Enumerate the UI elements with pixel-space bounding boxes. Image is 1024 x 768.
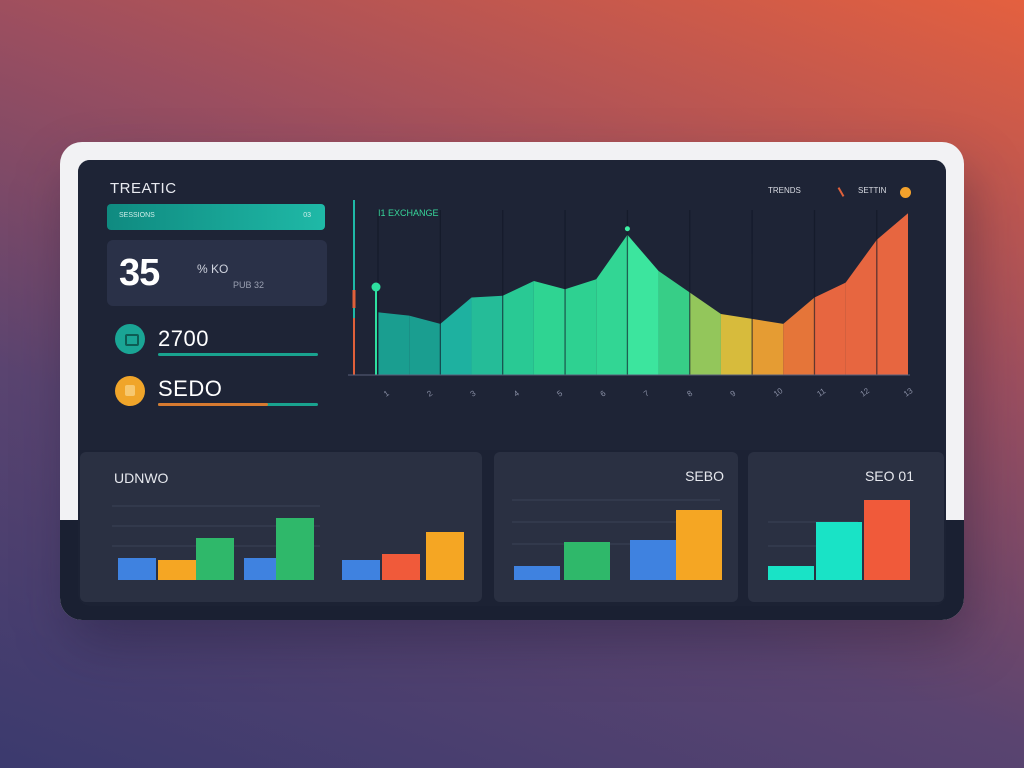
bar [768,566,814,580]
area-segment [596,234,628,375]
x-tick-label: 2 [425,388,434,398]
panel-seo01: SEO 01 [748,452,944,602]
x-tick-label: 11 [815,386,827,398]
area-segment [752,318,784,375]
area-segment [720,313,753,375]
area-segment [533,280,566,375]
stat-card[interactable]: 35 % KO PUB 32 [107,240,327,306]
bar [426,532,464,580]
bar [382,554,420,580]
bar [676,510,722,580]
bar [630,540,676,580]
x-tick-label: 7 [642,388,651,398]
legend-trends[interactable]: TRENDS [768,186,801,195]
panel-title-udnwo: UDNWO [114,470,169,486]
x-tick-label: 1 [382,388,391,398]
dashboard-title: TREATIC [110,180,177,197]
panel-title-seo01: SEO 01 [864,468,914,484]
panel-title-sebo: SEBO [685,468,724,484]
stat-unit: % KO [197,262,229,276]
x-tick-label: 12 [859,386,872,399]
area-segment [440,297,472,375]
bar [864,500,910,580]
top-panel: TREATIC SESSIONS 03 35 % KO PUB 32 2700 … [78,160,946,450]
stat-value: 35 [119,252,160,294]
area-segment [658,271,690,375]
bar [276,518,314,580]
x-tick-label: 5 [555,388,564,398]
dashboard-screen: TREATIC SESSIONS 03 35 % KO PUB 32 2700 … [78,160,946,606]
area-segment [814,282,846,375]
bar [342,560,380,580]
sessions-label: SESSIONS [119,212,155,219]
document-icon[interactable] [115,376,145,406]
kpi-progress-1 [158,353,318,356]
x-tick-label: 9 [729,388,738,398]
area-chart[interactable]: 1 2 3 4 5 6 7 8 9 10 11 12 13 [348,200,918,445]
chart-peak-point [624,226,630,232]
bar [118,558,156,580]
panel-sebo: SEBO [494,452,738,602]
area-segment [876,213,908,375]
bar [564,542,610,580]
bar [816,522,862,580]
x-tick-label: 10 [772,386,785,399]
legend-settings[interactable]: SETTIN [858,186,887,195]
sessions-value: 03 [303,212,311,219]
kpi-progress-2 [158,403,318,406]
area-segment [471,295,503,375]
chart-label: I1 EXCHANGE [378,208,439,218]
kpi-value-2: SEDO [158,376,223,401]
area-segment [502,280,534,375]
bar [244,558,282,580]
legend-marker-icon [837,187,845,197]
bar-chart-sebo [512,499,722,580]
area-segment [627,234,659,375]
area-segment [783,297,815,375]
x-tick-label: 3 [469,388,478,398]
area-segment [565,279,597,375]
panel-udnwo: UDNWO [80,452,482,602]
settings-dot-icon[interactable] [900,187,911,198]
kpi-value-1: 2700 [158,326,209,351]
bar-chart-seo01 [768,500,910,580]
bar [158,560,196,580]
sessions-bar[interactable]: SESSIONS 03 [107,204,325,230]
bar [196,538,234,580]
area-segment [845,239,877,375]
stat-sub: PUB 32 [233,280,265,290]
x-tick-label: 6 [599,388,608,398]
x-tick-label: 4 [512,388,521,398]
x-tick-label: 13 [902,386,915,399]
area-segment [378,312,410,375]
bar-chart-udnwo [112,505,464,580]
x-tick-label: 8 [685,388,694,398]
area-segment [409,315,441,375]
area-segment [689,292,721,375]
bar [514,566,560,580]
chart-icon[interactable] [115,324,145,354]
